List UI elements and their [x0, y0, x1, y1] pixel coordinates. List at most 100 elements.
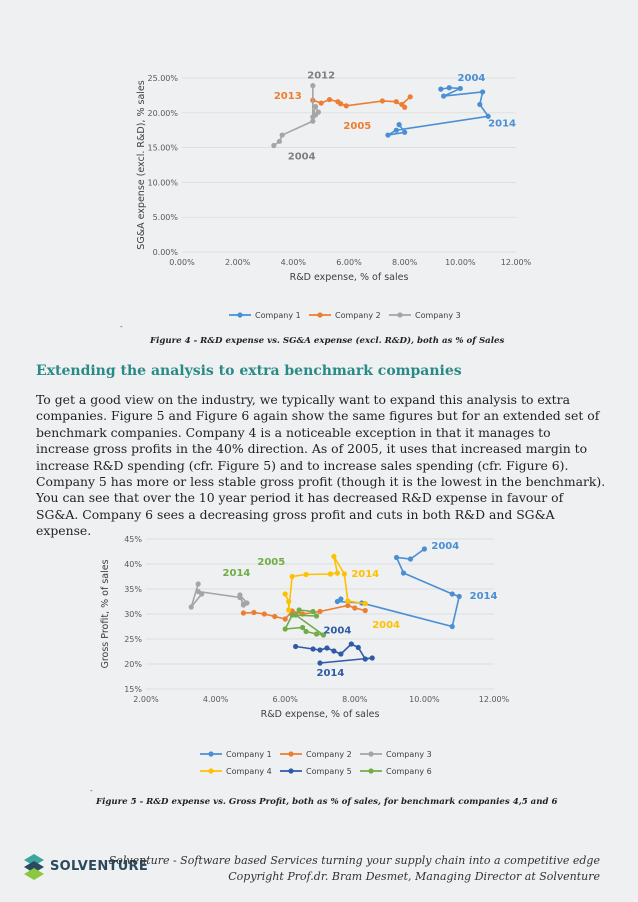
fig5-annotation: 2014	[470, 591, 498, 602]
fig5-ytick-label: 25%	[124, 635, 142, 644]
figure4-svg: 0.00% 5.00% 10.00% 15.00% 20.00% 25.00% 0.00% 2…	[136, 71, 532, 320]
fig4-point-company-2	[379, 98, 385, 104]
fig4-legend-marker	[397, 312, 403, 318]
fig4-ytick-label: 15.00%	[147, 144, 178, 153]
fig5-xtick-label: 4.00%	[203, 695, 229, 704]
fig5-point-company-5	[324, 645, 330, 651]
fig5-ytick-label: 35%	[124, 585, 142, 594]
fig5-legend-marker	[288, 751, 294, 757]
fig5-annotation: 2004	[372, 620, 400, 631]
fig5-point-company-4	[331, 553, 337, 560]
fig4-point-company-2	[326, 96, 333, 103]
fig4-annotation: 2012	[307, 71, 335, 82]
fig5-point-company-3	[195, 588, 201, 595]
fig5-point-company-2	[352, 605, 358, 611]
fig5-ytick-label: 45%	[124, 535, 142, 544]
fig4-point-company-2	[338, 101, 344, 107]
figure4-chart: 0.00% 5.00% 10.00% 15.00% 20.00% 25.00% 0.00% 2…	[120, 62, 540, 324]
fig4-ytick-label: 0.00%	[153, 248, 179, 257]
solventure-logo-icon	[24, 854, 44, 880]
fig5-point-company-2	[282, 616, 288, 622]
fig5-point-company-4	[289, 573, 295, 580]
fig5-point-company-5	[348, 641, 354, 647]
fig5-annotation: 2014	[351, 569, 379, 580]
fig5-point-company-4	[341, 571, 347, 577]
fig4-xtick-label: 6.00%	[336, 258, 362, 267]
fig4-point-company-3	[313, 103, 319, 110]
figure4-caption: Figure 4 - R&D expense vs. SG&A expense …	[150, 336, 505, 346]
fig4-point-company-1	[477, 101, 483, 108]
fig5-annotation: 2004	[431, 541, 459, 552]
fig5-point-company-5	[317, 660, 323, 666]
footer-copyright: Copyright Prof.dr. Bram Desmet, Managing…	[228, 870, 600, 883]
fig5-point-company-1	[393, 554, 400, 561]
fig4-yaxis-label: SG&A expense (excl. R&D), % sales	[136, 80, 147, 249]
body-paragraph: To get a good view on the industry, we t…	[36, 392, 606, 539]
fig5-point-company-4	[303, 571, 309, 578]
fig5-point-company-4	[327, 571, 334, 577]
fig5-point-company-5	[331, 648, 337, 654]
figure5-caption: Figure 5 - R&D expense vs. Gross Profit,…	[96, 797, 558, 807]
fig4-point-company-3	[310, 114, 316, 120]
fig5-annotation: 2014	[223, 568, 251, 579]
fig5-legend-marker	[208, 751, 214, 757]
fig4-xtick-label: 12.00%	[501, 258, 532, 267]
fig4-legend-entry: Company 3	[415, 311, 461, 320]
fig5-yaxis-label: Gross Profit, % of sales	[100, 559, 111, 668]
fig5-ytick-label: 30%	[124, 610, 142, 619]
fig4-point-company-3	[271, 142, 277, 149]
fig5-xaxis-label: R&D expense, % of sales	[261, 709, 380, 720]
fig4-point-company-2	[393, 99, 399, 105]
fig4-annotation: 2014	[488, 119, 516, 130]
fig4-xtick-label: 8.00%	[392, 258, 418, 267]
logo-shape-top	[24, 854, 44, 866]
fig5-xtick-label: 10.00%	[409, 695, 440, 704]
logo-shape-middle	[24, 861, 44, 873]
fig4-point-company-1	[446, 85, 452, 91]
fig5-legend-entry: Company 2	[306, 750, 352, 759]
fig4-annotation: 2004	[458, 73, 486, 84]
fig5-point-company-1	[456, 593, 462, 600]
fig4-point-company-3	[310, 118, 316, 124]
fig4-point-company-1	[438, 86, 444, 92]
fig4-point-company-2	[407, 94, 413, 100]
fig5-point-company-3	[240, 602, 247, 608]
fig5-point-company-1	[421, 546, 427, 552]
fig4-series-line-company-1	[387, 86, 490, 136]
fig5-point-company-2	[272, 613, 278, 620]
fig5-legend-entry: Company 5	[306, 767, 352, 776]
fig5-point-company-4	[286, 598, 292, 605]
fig5-legend-entry: Company 6	[386, 767, 432, 776]
fig5-point-company-6	[282, 626, 288, 632]
fig5-point-company-4	[345, 598, 351, 604]
fig5-legend-entry: Company 3	[386, 750, 432, 759]
fig5-legend-marker	[368, 751, 374, 757]
fig4-point-company-2	[343, 103, 349, 109]
fig5-legend-marker	[288, 768, 294, 774]
fig5-ytick-label: 15%	[124, 685, 142, 694]
fig5-ytick-label: 40%	[124, 560, 142, 569]
fig5-point-company-6	[310, 608, 316, 615]
fig4-xaxis-label: R&D expense, % of sales	[290, 272, 409, 283]
fig5-point-company-6	[293, 612, 299, 618]
fig4-ytick-label: 25.00%	[147, 74, 178, 83]
fig5-point-company-6	[313, 631, 320, 637]
fig4-legend-entry: Company 1	[255, 311, 301, 320]
fig5-point-company-1	[407, 556, 414, 562]
fig5-point-company-5	[293, 643, 299, 650]
footer-tagline: Solventure - Software based Services tur…	[108, 854, 600, 867]
fig5-annotation: 2005	[257, 557, 285, 568]
fig5-point-company-5	[369, 655, 375, 661]
fig4-point-company-1	[480, 89, 486, 95]
fig5-point-company-4	[362, 600, 368, 607]
fig5-point-company-6	[300, 624, 306, 631]
fig5-point-company-2	[240, 610, 247, 616]
fig4-point-company-1	[441, 93, 447, 99]
logo-wordmark: SOLVENTURE	[50, 859, 149, 874]
fig4-ytick-label: 10.00%	[147, 178, 178, 187]
fig5-point-company-4	[282, 591, 288, 597]
fig4-annotation: 2005	[343, 121, 371, 132]
fig4-ytick-label: 20.00%	[147, 109, 178, 118]
logo-shape-bottom	[24, 868, 44, 880]
fig4-point-company-1	[396, 122, 402, 128]
